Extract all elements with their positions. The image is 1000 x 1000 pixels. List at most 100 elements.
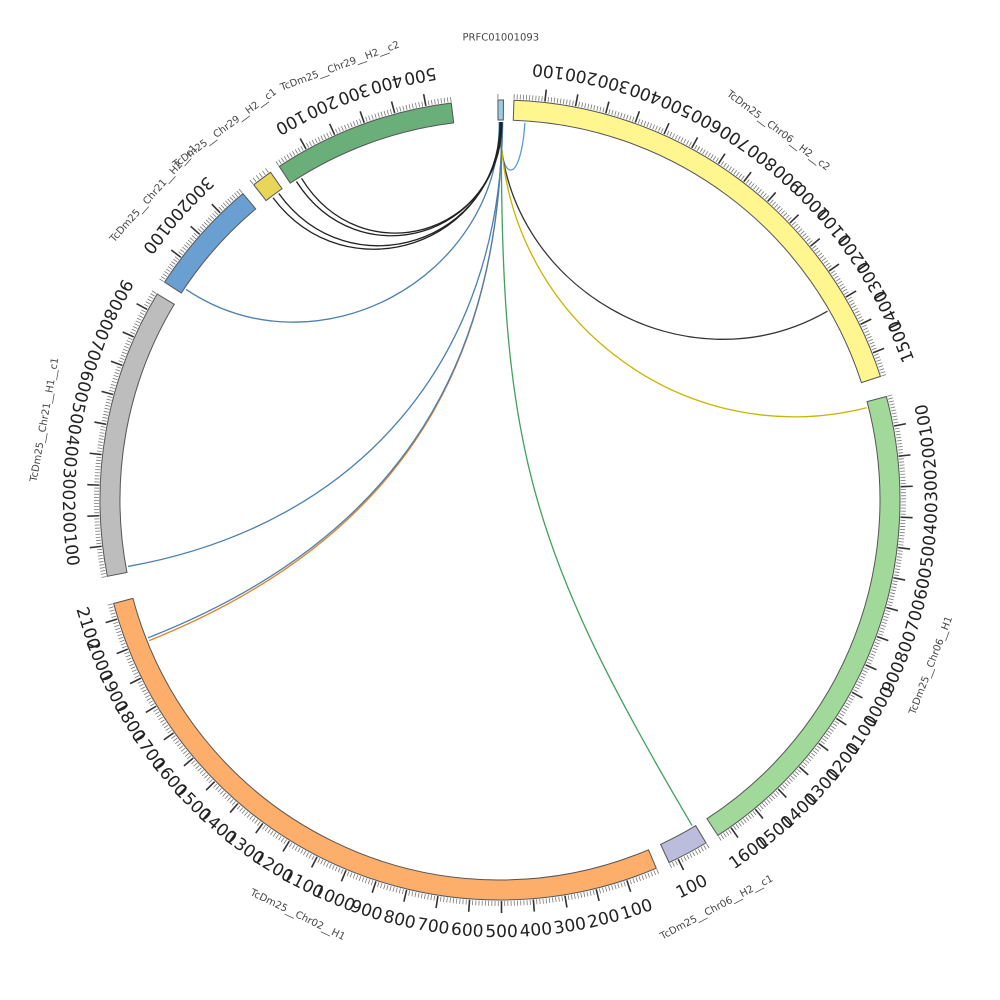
major-tick — [818, 742, 829, 752]
major-tick — [595, 889, 600, 902]
major-tick — [105, 618, 118, 624]
ideogram-chr21_h1_c1 — [99, 293, 175, 577]
major-tick — [359, 111, 365, 123]
major-tick — [663, 122, 670, 135]
major-tick — [205, 781, 216, 791]
major-tick — [900, 516, 913, 519]
major-tick — [94, 421, 107, 426]
major-tick — [89, 545, 102, 549]
tick-label: 400 — [59, 434, 83, 469]
major-tick — [371, 881, 377, 893]
segment-chr29_h2_c1: TcDm25__Chr29__H2__c1 — [170, 87, 283, 202]
tick-label: 300 — [921, 469, 942, 502]
ideogram-chr02_h1 — [113, 597, 657, 901]
tick-label: 200 — [303, 91, 341, 123]
major-tick — [170, 249, 182, 258]
major-tick — [340, 869, 347, 882]
segment-name-chr29_h2_c1: TcDm25__Chr29__H2__c1 — [170, 87, 279, 171]
segment-chr06_h1: 1002003004005006007008009001000110012001… — [706, 394, 955, 874]
major-tick — [634, 110, 641, 123]
tick-label: 600 — [450, 920, 484, 942]
major-tick — [730, 827, 739, 839]
tick-label: 400 — [627, 78, 664, 108]
major-tick — [604, 101, 610, 114]
major-tick — [145, 705, 157, 714]
major-tick — [809, 237, 821, 247]
major-tick — [886, 606, 899, 612]
major-tick — [89, 452, 102, 456]
major-tick — [743, 171, 752, 183]
segment-prfc: PRFC01001093 — [462, 32, 539, 121]
tick-label: 600 — [69, 368, 97, 405]
ideogram-chr29_h2_c1 — [253, 171, 283, 202]
major-tick — [898, 454, 911, 457]
tick-label: 700 — [78, 336, 108, 373]
major-tick — [299, 138, 307, 150]
major-tick — [101, 390, 114, 396]
major-tick — [860, 318, 872, 326]
ideogram-chr06_h2_c1 — [659, 825, 707, 864]
link-prfc-chr06_h2_c2 — [499, 121, 828, 340]
ideogram-chr29_h2_c2 — [278, 102, 455, 184]
major-tick — [110, 360, 123, 367]
ideogram-chr06_h1 — [706, 395, 901, 837]
major-tick — [229, 802, 239, 814]
ideogram-chr06_h2_c2 — [512, 99, 882, 384]
major-tick — [777, 788, 787, 799]
minor-ticks — [159, 188, 243, 282]
tick-label: 300 — [335, 79, 372, 109]
major-tick — [282, 840, 290, 852]
tick-label: 100 — [673, 871, 711, 903]
link-prfc-chr29_h2_c2 — [295, 121, 502, 237]
major-tick — [798, 766, 809, 776]
major-tick — [893, 576, 906, 581]
major-tick — [532, 899, 536, 912]
major-tick — [190, 225, 201, 235]
tick-label: 500 — [917, 534, 941, 569]
major-tick — [851, 691, 863, 699]
major-tick — [845, 290, 857, 298]
tick-label: 200 — [564, 63, 600, 89]
tick-label: 300 — [552, 914, 587, 939]
major-tick — [564, 895, 568, 908]
minor-ticks — [249, 168, 269, 185]
tick-label: 700 — [416, 914, 451, 939]
major-tick — [677, 858, 685, 871]
major-tick — [328, 123, 336, 136]
major-tick — [876, 635, 889, 642]
tick-label: 300 — [58, 467, 79, 500]
major-tick — [136, 303, 148, 311]
tick-label: 100 — [618, 895, 655, 924]
major-tick — [163, 732, 175, 741]
major-tick — [422, 93, 427, 107]
tick-label: 400 — [519, 919, 553, 942]
link-prfc-chr21_h1_c1 — [127, 122, 504, 568]
segment-chr06_h2_c2: 1002003004005006007008009001000110012001… — [512, 59, 919, 384]
major-tick — [717, 153, 726, 165]
tick-label: 200 — [58, 500, 79, 533]
major-tick — [872, 347, 885, 354]
ideogram-prfc — [497, 99, 504, 121]
tick-label: 200 — [586, 906, 622, 933]
major-tick — [116, 648, 129, 655]
tick-label: 600 — [911, 566, 937, 602]
tick-label: 500 — [63, 401, 89, 437]
links-layer — [127, 121, 867, 826]
tick-label: 300 — [596, 69, 633, 97]
tick-label: 200 — [918, 436, 941, 470]
major-tick — [626, 880, 632, 893]
major-tick — [403, 889, 408, 902]
major-tick — [390, 101, 396, 114]
major-tick — [691, 136, 699, 149]
link-prfc-chr21_h2_c1 — [185, 122, 500, 323]
tick-label: 400 — [368, 69, 405, 97]
major-tick — [789, 214, 800, 224]
tick-label: 500 — [402, 63, 438, 89]
major-tick — [467, 899, 471, 912]
minor-ticks — [107, 603, 659, 907]
segment-name-prfc: PRFC01001093 — [462, 32, 539, 43]
segment-chr02_h1: 1002003004005006007008009001000110012001… — [72, 597, 659, 943]
tick-label: 100 — [531, 59, 565, 83]
